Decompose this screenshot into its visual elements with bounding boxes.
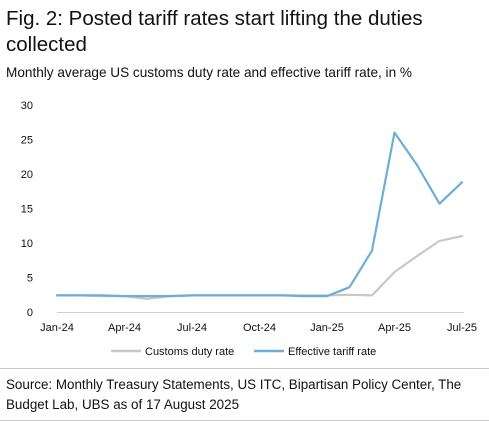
source-divider-top <box>0 368 489 369</box>
source-divider-bottom <box>0 420 489 421</box>
x-tick-label: Jan-24 <box>40 322 74 334</box>
series-line-effective-tariff-rate <box>55 131 464 298</box>
source-note: Source: Monthly Treasury Statements, US … <box>6 377 462 412</box>
y-tick-label: 30 <box>21 100 33 112</box>
y-tick-label: 5 <box>27 273 33 285</box>
series-lines <box>55 131 464 300</box>
y-tick-label: 15 <box>21 204 33 216</box>
x-tick-label: Oct-24 <box>243 322 276 334</box>
chart-subtitle: Monthly average US customs duty rate and… <box>6 65 413 80</box>
x-tick-label: Jul-24 <box>177 322 207 334</box>
y-tick-label: 20 <box>21 169 33 181</box>
legend-label: Effective tariff rate <box>288 346 376 358</box>
legend-label: Customs duty rate <box>145 346 234 358</box>
legend: Customs duty rate Effective tariff rate <box>111 346 376 358</box>
x-tick-label: Apr-24 <box>108 322 141 334</box>
x-tick-label: Apr-25 <box>378 322 411 334</box>
series-line-customs-duty-rate <box>55 235 464 300</box>
y-tick-label: 0 <box>27 307 33 319</box>
x-tick-label: Jan-25 <box>310 322 344 334</box>
y-tick-label: 10 <box>21 238 33 250</box>
y-axis-ticks: 0 5 10 15 20 25 30 <box>21 100 33 319</box>
y-tick-label: 25 <box>21 135 33 147</box>
x-axis-ticks: Jan-24 Apr-24 Jul-24 Oct-24 Jan-25 Apr-25 Jul-… <box>40 322 477 334</box>
chart-title: Fig. 2: Posted tariff rates start liftin… <box>6 7 423 56</box>
x-tick-label: Jul-25 <box>447 322 477 334</box>
